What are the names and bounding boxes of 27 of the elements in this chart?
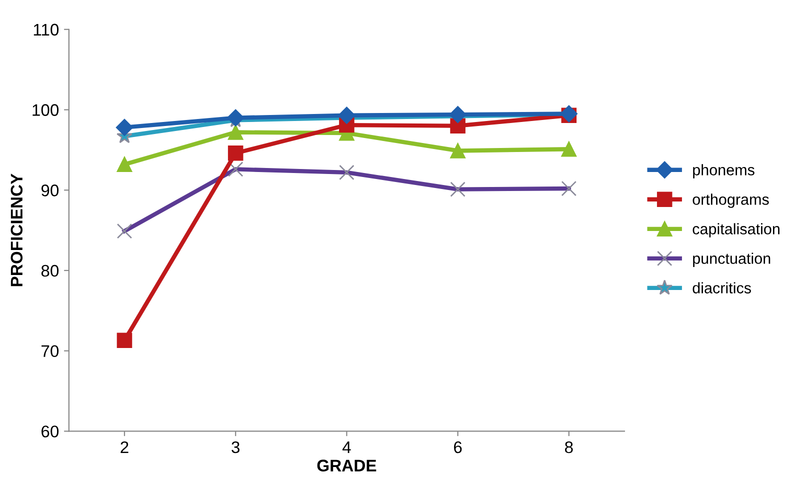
y-tick-label: 60 [42, 426, 59, 438]
x-tick-label: 8 [565, 441, 573, 454]
legend-label: phonems [693, 164, 754, 178]
point [116, 156, 132, 172]
point [561, 141, 577, 157]
point [116, 332, 132, 348]
x-tick-label: 3 [232, 441, 240, 454]
legend-label: diacritics [692, 282, 751, 294]
point [228, 146, 244, 161]
legend-label: capitalisation [692, 223, 780, 238]
point [338, 106, 356, 124]
legend-label: orthograms [692, 194, 769, 208]
point [228, 124, 244, 140]
point [450, 143, 466, 158]
y-tick-label: 80 [41, 264, 59, 277]
y-tick-label: 90 [41, 184, 59, 196]
y-tick-label: 110 [34, 24, 59, 36]
point [227, 109, 244, 126]
y-tick-label: 100 [32, 104, 59, 116]
x-tick-label: 4 [342, 442, 351, 453]
y-axis-title: PROFICIENCY [10, 174, 23, 286]
y-tick-label: 70 [42, 345, 59, 358]
point [116, 118, 134, 136]
legend-label: punctuation [693, 252, 770, 267]
x-tick-label: 2 [120, 441, 128, 453]
x-tick-label: 6 [454, 441, 462, 454]
x-axis-title: GRADE [317, 460, 376, 472]
